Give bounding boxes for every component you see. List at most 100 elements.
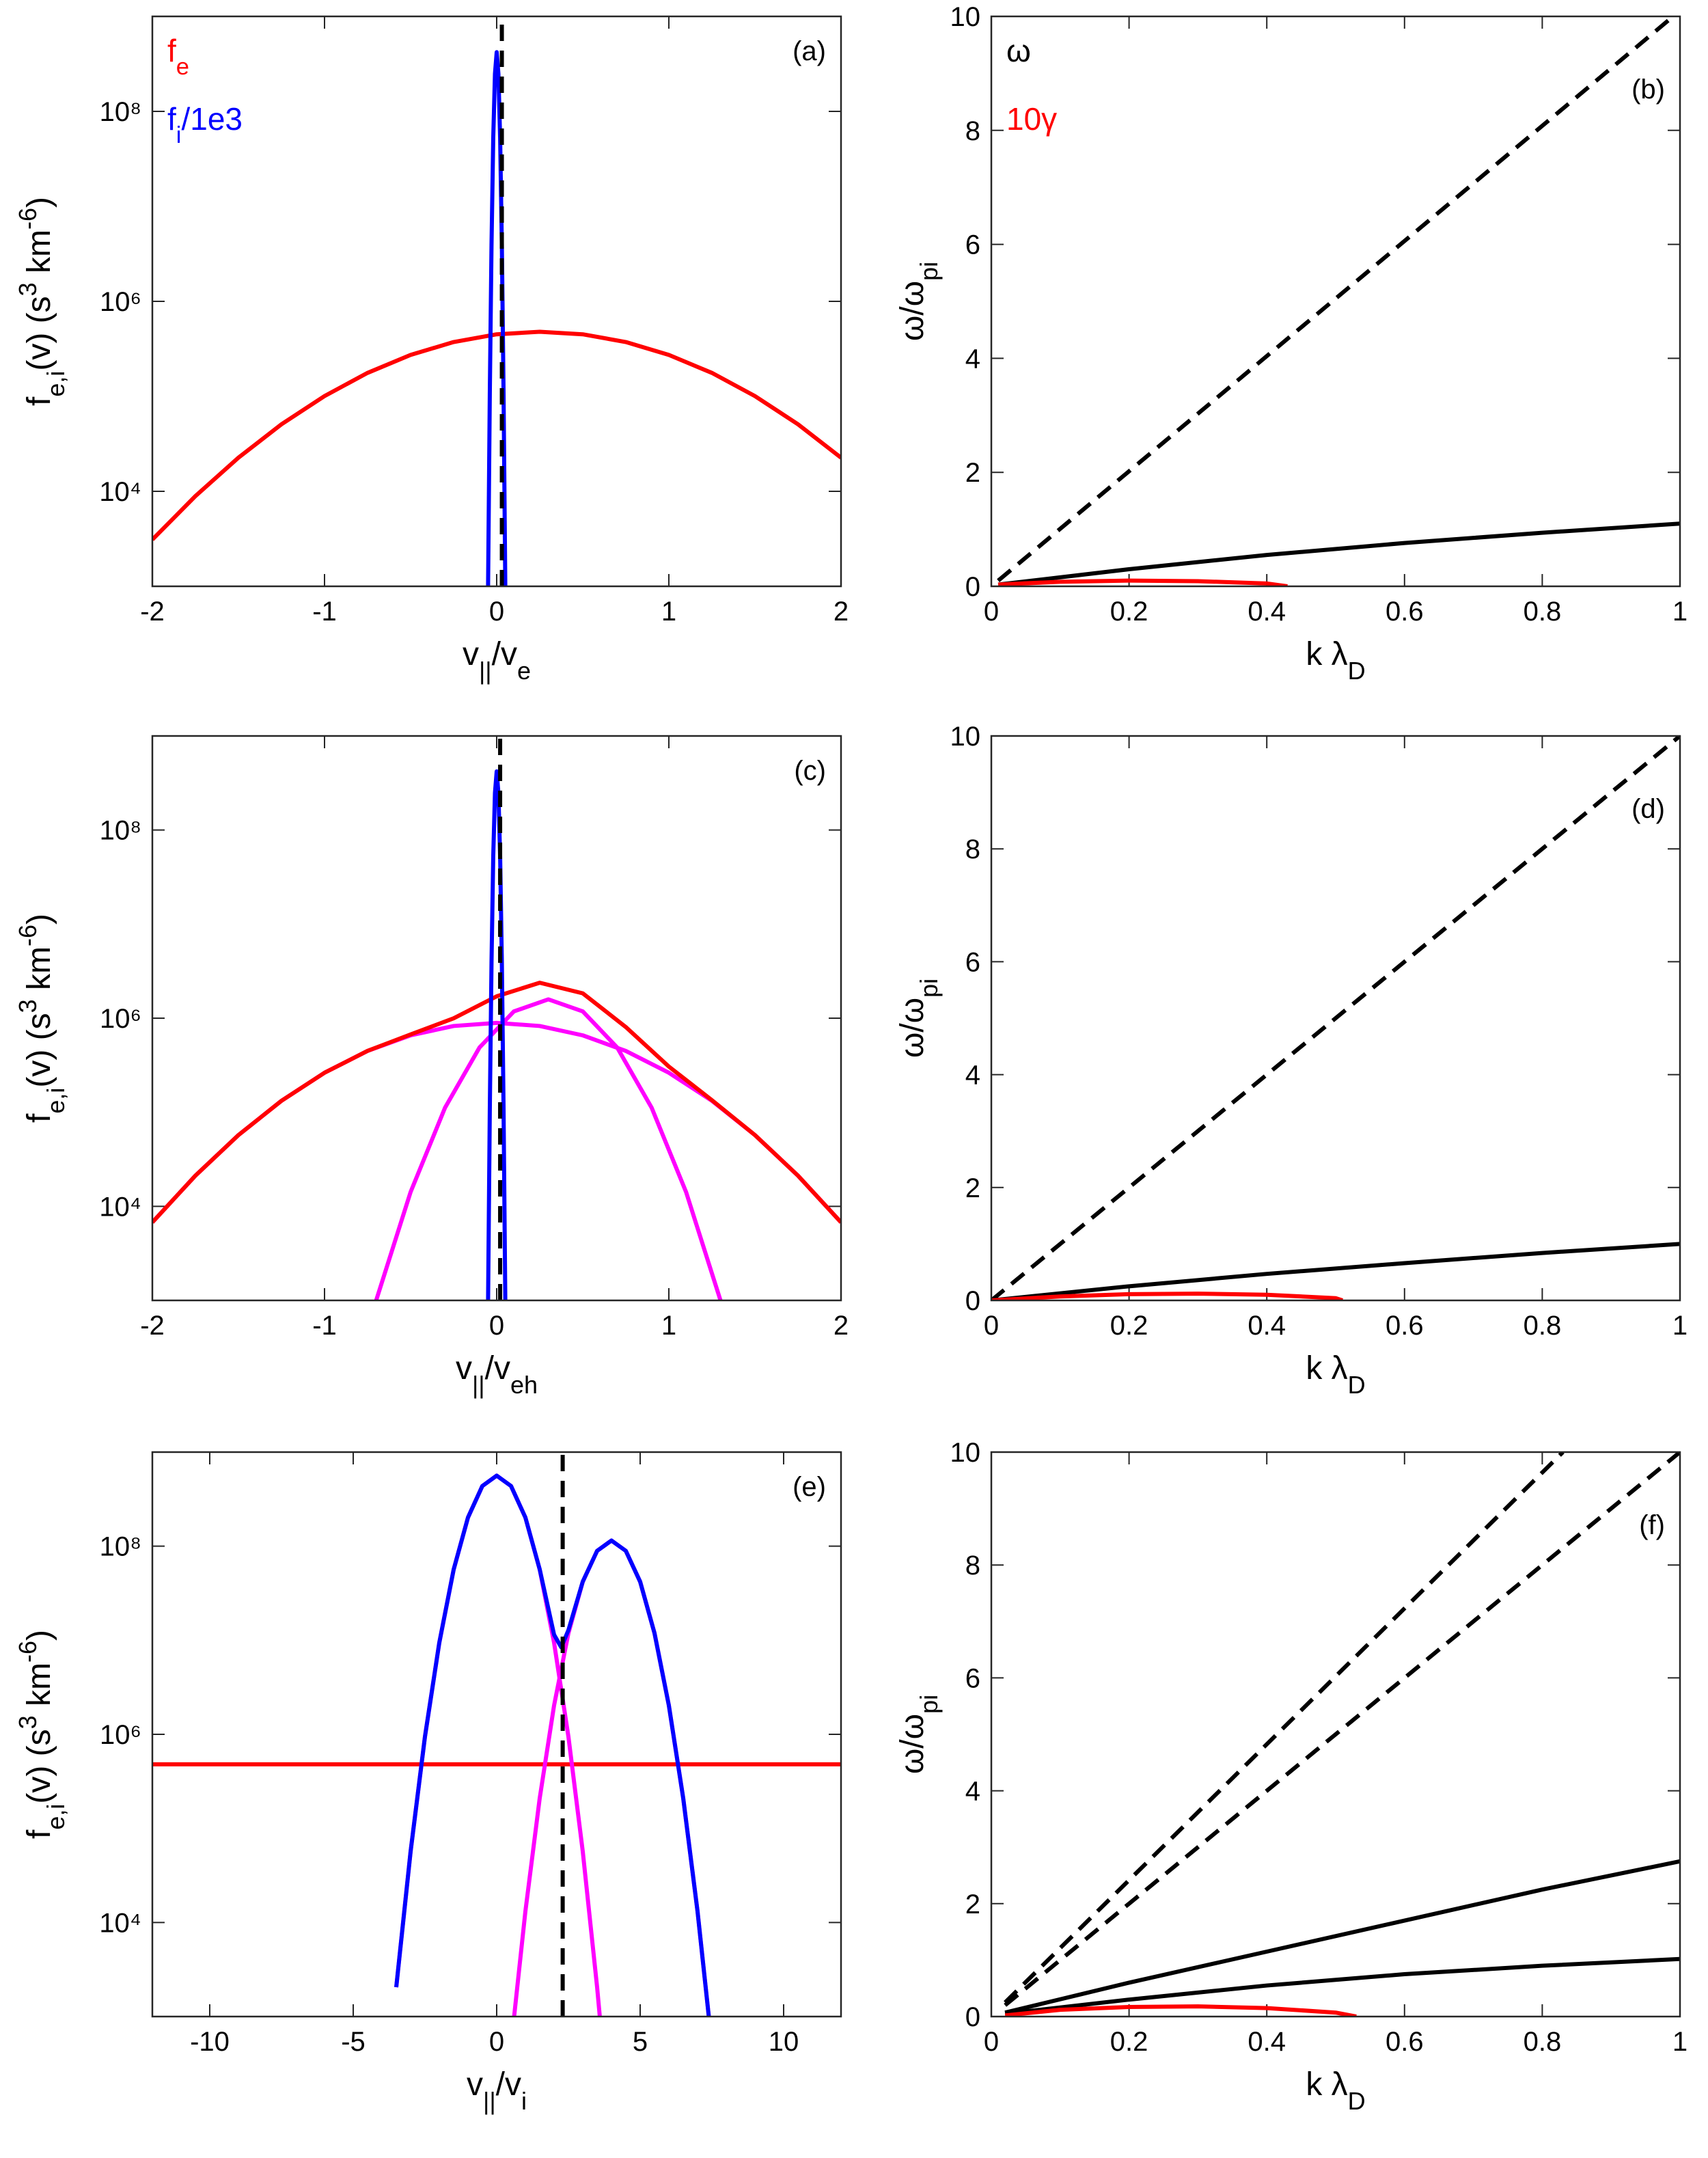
- series-line: [991, 1292, 1344, 1300]
- x-tick-label: 0: [984, 1311, 999, 1341]
- x-tick-label: -2: [140, 597, 165, 627]
- text-run: e,i: [42, 1088, 70, 1114]
- text-run: ||: [479, 657, 492, 685]
- text-run: (v) (s: [21, 1013, 57, 1087]
- text-run: i: [176, 122, 182, 148]
- y-tick-label: 10: [950, 722, 981, 752]
- text-run: eh: [510, 1371, 538, 1399]
- text-run: e,i: [42, 1804, 70, 1830]
- series-line: [152, 981, 841, 1224]
- x-tick-label: 0: [984, 597, 999, 627]
- y-tick-label: 10⁴: [99, 477, 141, 507]
- y-tick-label: 10⁴: [99, 1908, 141, 1938]
- x-tick-label: 0.6: [1386, 2027, 1424, 2057]
- y-tick-label: 6: [965, 230, 980, 260]
- y-tick-label: 8: [965, 1551, 980, 1581]
- plot-area: [152, 16, 841, 586]
- series-line: [394, 1473, 711, 2017]
- axes-box: [990, 735, 1681, 1302]
- x-axis-label: v||/ve: [463, 636, 531, 685]
- x-tick-label: 1: [661, 597, 676, 627]
- y-tick-label: 0: [965, 2002, 980, 2032]
- series-line: [991, 1242, 1680, 1300]
- x-axis-label: k λD: [1306, 2066, 1365, 2115]
- x-tick-label: 2: [834, 1311, 849, 1341]
- x-tick-label: 10: [769, 2027, 799, 2057]
- x-tick-label: -5: [341, 2027, 366, 2057]
- legend-entry: fe: [167, 33, 189, 80]
- x-axis-label: v||/veh: [456, 1350, 538, 1399]
- series-line: [997, 521, 1680, 586]
- panel: -2 -1 0 1 2 10⁴ 10⁶ 10⁸ v||/veh fe,i(v) (s3 km-6)…: [14, 735, 849, 1399]
- x-tick-label: -10: [190, 2027, 230, 2057]
- x-tick-label: 1: [1672, 597, 1688, 627]
- text-run: /v: [485, 1350, 510, 1387]
- x-tick-label: 0: [489, 2027, 504, 2057]
- x-tick-label: 0.8: [1524, 597, 1562, 627]
- text-run: 3: [14, 282, 42, 296]
- x-tick-label: 0.6: [1386, 1311, 1424, 1341]
- y-tick-label: 10: [950, 2, 981, 32]
- text-run: ||: [483, 2087, 496, 2115]
- plot-area: [152, 1452, 841, 2017]
- text-run: f: [167, 33, 176, 68]
- x-axis-label: k λD: [1306, 636, 1365, 685]
- axes-box: [990, 15, 1681, 588]
- series-line: [1004, 1956, 1680, 2016]
- y-tick-label: 10⁶: [100, 1720, 141, 1750]
- text-run: ω/ω: [894, 1714, 931, 1774]
- text-run: D: [1348, 657, 1366, 685]
- text-run: f: [21, 1829, 57, 1839]
- text-run: /v: [496, 2066, 521, 2103]
- text-run: km: [21, 230, 57, 282]
- text-run: ω: [1006, 33, 1031, 68]
- series-line: [486, 769, 508, 1300]
- x-tick-label: 0.4: [1248, 597, 1286, 627]
- text-run: i: [521, 2087, 527, 2115]
- x-axis-label: v||/vi: [467, 2066, 527, 2115]
- x-tick-label: -1: [312, 1311, 337, 1341]
- text-run: ω/ω: [894, 998, 931, 1058]
- series-line: [1004, 2004, 1357, 2017]
- series-line: [1004, 1859, 1680, 2015]
- y-tick-label: 6: [965, 1663, 980, 1693]
- x-tick-label: 0: [984, 2027, 999, 2057]
- text-run: ||: [472, 1371, 485, 1399]
- text-run: ω/ω: [894, 281, 931, 341]
- panel-label: (d): [1631, 794, 1665, 824]
- panel-label: (b): [1631, 74, 1665, 105]
- text-run: D: [1348, 2087, 1366, 2115]
- x-axis-label: k λD: [1306, 1350, 1365, 1399]
- y-tick-label: 2: [965, 458, 980, 488]
- x-tick-label: -1: [312, 597, 337, 627]
- y-axis-label: ω/ωpi: [894, 1695, 943, 1774]
- legend-entry: fi/1e3: [167, 101, 243, 148]
- text-run: v: [463, 636, 479, 672]
- text-run: pi: [915, 979, 943, 998]
- legend-entry: 10γ: [1006, 101, 1057, 137]
- y-axis-label: ω/ωpi: [894, 979, 943, 1058]
- panel-label: (a): [793, 36, 826, 66]
- y-tick-label: 4: [965, 344, 980, 374]
- text-run: pi: [915, 262, 943, 281]
- text-run: ): [21, 197, 57, 208]
- text-run: km: [21, 1663, 57, 1715]
- y-tick-label: 4: [965, 1061, 980, 1091]
- y-tick-label: 0: [965, 572, 980, 602]
- text-run: /v: [492, 636, 517, 672]
- text-run: ): [21, 1630, 57, 1641]
- text-run: 3: [14, 999, 42, 1013]
- y-axis-label: fe,i(v) (s3 km-6): [14, 914, 70, 1123]
- text-run: D: [1348, 1371, 1366, 1399]
- text-run: km: [21, 946, 57, 999]
- x-tick-label: 1: [1672, 1311, 1688, 1341]
- y-tick-label: 10⁶: [100, 287, 141, 317]
- x-tick-label: 1: [661, 1311, 676, 1341]
- series-line: [152, 329, 841, 541]
- series-line: [374, 997, 723, 1300]
